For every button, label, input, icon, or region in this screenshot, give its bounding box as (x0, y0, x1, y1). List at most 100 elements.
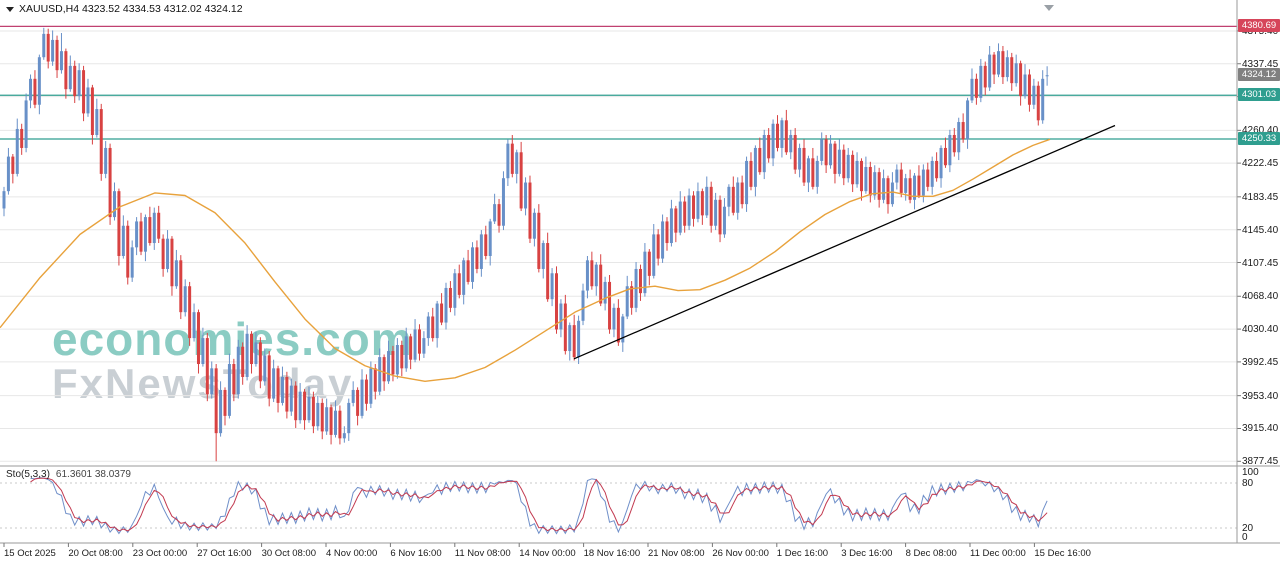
candle (997, 51, 1000, 75)
candle (966, 100, 970, 140)
candle (254, 342, 258, 365)
candle (983, 65, 987, 88)
candle (479, 234, 483, 269)
candle (988, 54, 992, 88)
candle (736, 182, 740, 213)
candle (360, 379, 364, 416)
candle (683, 201, 687, 226)
time-axis-label: 18 Nov 16:00 (583, 548, 641, 559)
candle (46, 33, 50, 62)
candle (599, 264, 603, 304)
candle (776, 123, 779, 148)
candle (873, 172, 877, 196)
candle (272, 368, 276, 399)
candle (356, 389, 360, 416)
candle (64, 51, 68, 90)
candle (121, 225, 125, 256)
candle (647, 251, 651, 276)
time-axis-label: 30 Oct 08:00 (261, 548, 316, 559)
candle (740, 182, 744, 205)
candle (1027, 74, 1031, 105)
candle (1014, 63, 1018, 84)
candle (837, 149, 841, 174)
candle (550, 273, 554, 300)
candle (404, 336, 408, 369)
candle (718, 199, 722, 235)
candle (426, 316, 430, 339)
moving-average-line[interactable] (0, 138, 1051, 383)
candle (29, 78, 33, 101)
candle (99, 109, 103, 174)
time-axis-label: 11 Dec 00:00 (970, 548, 1026, 559)
candle (528, 182, 532, 239)
candle (364, 379, 368, 404)
candle (745, 160, 749, 205)
candle (696, 191, 700, 219)
time-axis-label: 1 Dec 16:00 (776, 548, 829, 559)
candle (532, 212, 536, 239)
candle (970, 78, 974, 101)
candle (400, 345, 404, 369)
candle (444, 287, 448, 323)
candle (391, 351, 395, 375)
candle (784, 120, 788, 153)
candle (55, 39, 59, 71)
candle (1019, 63, 1023, 97)
price-axis-label: 3877.45 (1242, 456, 1279, 468)
indicator-axis-label: 0 (1242, 532, 1248, 543)
candle (422, 338, 426, 354)
candle (979, 65, 983, 98)
candle (1005, 57, 1009, 78)
candle (577, 320, 581, 358)
candle (148, 217, 152, 244)
candle (241, 346, 245, 377)
candle (471, 247, 475, 282)
time-axis-label: 15 Dec 16:00 (1034, 548, 1091, 559)
candle (6, 156, 10, 192)
candle (351, 389, 355, 403)
candle (174, 260, 178, 287)
candle (913, 175, 917, 200)
candle (846, 154, 850, 179)
candle (908, 178, 912, 200)
time-axis-label: 26 Nov 00:00 (712, 548, 769, 559)
price-badge: 4380.69 (1238, 19, 1280, 33)
candle (334, 410, 337, 435)
chart-shift-icon[interactable] (1044, 5, 1054, 11)
candle (2, 191, 6, 209)
candle (904, 178, 908, 193)
candle (506, 143, 510, 179)
candle (952, 134, 956, 153)
candle (192, 312, 196, 339)
collapse-arrow-icon[interactable] (6, 6, 14, 12)
candle (417, 329, 421, 354)
price-axis-label: 4145.40 (1242, 224, 1279, 236)
ascending-trendline[interactable] (573, 124, 1116, 360)
candle (161, 238, 165, 269)
candle (316, 402, 320, 427)
candle (338, 410, 342, 439)
candle (687, 195, 691, 226)
candle (263, 355, 267, 382)
price-axis-label: 4030.40 (1242, 324, 1279, 336)
candle (771, 123, 775, 159)
candle (524, 182, 528, 209)
candle (409, 336, 413, 360)
candle (289, 385, 293, 412)
candle (201, 338, 205, 365)
indicator-name: Sto(5,3,3) (6, 469, 50, 480)
candle (541, 243, 545, 269)
candle (475, 247, 479, 269)
candle (130, 247, 134, 278)
candle (86, 87, 90, 114)
price-axis-label: 4183.45 (1242, 191, 1279, 203)
candle (11, 156, 15, 174)
candle (223, 389, 227, 416)
price-axis-label: 4337.45 (1242, 58, 1279, 70)
price-axis-label: 4260.40 (1242, 125, 1279, 137)
candle (665, 221, 669, 244)
indicator-label: Sto(5,3,3) 61.3601 38.0379 (6, 469, 131, 480)
candle (882, 178, 886, 200)
